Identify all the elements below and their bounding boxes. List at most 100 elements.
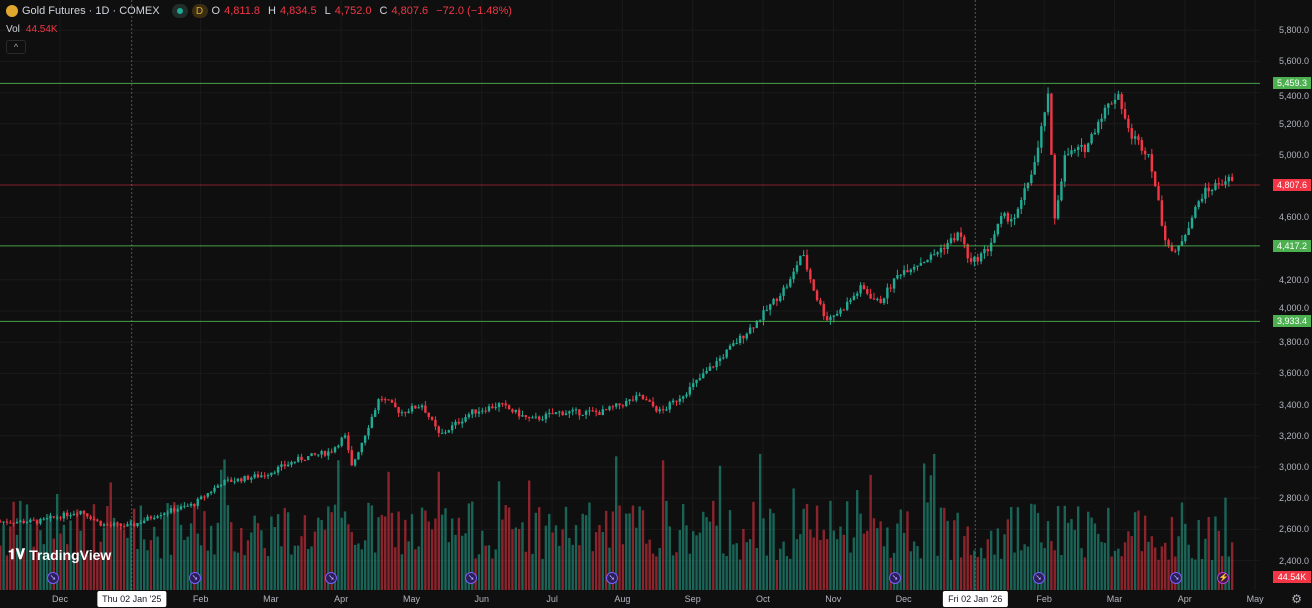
candle-body <box>52 516 56 518</box>
candle-body <box>601 409 605 416</box>
volume-bar <box>250 532 253 590</box>
volume-bar <box>926 502 929 590</box>
volume-bar <box>943 507 946 590</box>
volume-bar <box>1063 505 1066 590</box>
candle-body <box>1023 188 1026 200</box>
volume-bar <box>845 501 849 590</box>
candle-body <box>270 472 273 476</box>
candle-body <box>142 520 146 523</box>
candle-body <box>1060 181 1063 201</box>
candle-body <box>1200 198 1204 202</box>
candle-body <box>986 249 989 252</box>
candle-body <box>59 517 62 519</box>
candle-body <box>363 435 367 443</box>
dividend-event-icon[interactable]: ➘ <box>325 572 338 584</box>
volume-bar <box>193 504 196 590</box>
candle-body <box>1107 103 1110 108</box>
price-axis[interactable]: 5,800.0 5,600.0 5,400.0 5,200.0 5,000.0 4,600… <box>1260 0 1312 590</box>
crosshair-date-label: Fri 02 Jan '26 <box>943 591 1008 607</box>
candle-body <box>219 485 223 487</box>
candle-body <box>1030 174 1033 184</box>
dividend-event-icon[interactable]: ➘ <box>46 572 59 584</box>
candle-body <box>1177 245 1180 251</box>
candle-body <box>615 403 618 407</box>
lightning-event-icon[interactable]: ⚡ <box>1217 572 1230 584</box>
high-value: 4,834.5 <box>279 5 317 17</box>
candle-body <box>678 398 682 402</box>
candle-body <box>514 409 517 412</box>
time-tick: May <box>402 594 421 604</box>
candle-body <box>444 432 447 434</box>
volume-bar <box>625 513 628 590</box>
volume-bar <box>300 536 303 590</box>
dividend-event-icon[interactable]: ➘ <box>1170 572 1183 584</box>
candle-body <box>193 503 196 506</box>
price-tick: 5,800.0 <box>1278 25 1309 36</box>
volume-bar <box>1046 521 1050 590</box>
price-tick: 5,200.0 <box>1278 118 1309 129</box>
volume-bar <box>387 471 390 590</box>
volume-bar <box>363 540 367 590</box>
dividend-event-icon[interactable]: ➘ <box>889 572 902 584</box>
candle-body <box>450 425 454 431</box>
volume-bar <box>1090 517 1093 590</box>
candle-body <box>203 496 206 498</box>
candle-body <box>618 403 621 406</box>
volume-bar <box>936 555 939 590</box>
candle-body <box>307 456 310 461</box>
settings-icon[interactable]: ⚙ <box>1291 592 1302 606</box>
volume-bar <box>454 534 457 590</box>
candle-body <box>963 236 966 245</box>
volume-bar <box>511 529 514 590</box>
volume-bar <box>718 465 722 590</box>
volume-bar <box>692 531 695 590</box>
candle-body <box>236 478 240 482</box>
time-axis[interactable]: Dec Feb Mar Apr May Jun Jul Aug Sep Oct Nov Dec Feb M… <box>0 590 1312 608</box>
collapse-legend-button[interactable]: ^ <box>6 40 26 54</box>
volume-bar <box>668 526 671 590</box>
dividend-event-icon[interactable]: ➘ <box>465 572 478 584</box>
candle-body <box>280 464 283 467</box>
tradingview-logo[interactable]: 𝟏𝐕 TradingView <box>8 546 111 563</box>
volume-bar <box>203 511 206 590</box>
candle-body <box>42 518 45 520</box>
candle-body <box>1070 150 1073 155</box>
symbol-legend: Gold Futures · 1D · COMEX D O 4,811.8 H 4,… <box>6 4 516 18</box>
volume-bar <box>561 529 564 590</box>
volume-bar <box>343 511 347 590</box>
dividend-event-icon[interactable]: ➘ <box>188 572 201 584</box>
gold-coin-icon <box>6 5 18 17</box>
volume-bar <box>949 559 953 590</box>
volume-bar <box>464 533 467 590</box>
volume-bar <box>1020 550 1023 590</box>
candle-body <box>253 474 256 478</box>
candle-body <box>845 301 849 310</box>
volume-bar <box>902 532 906 590</box>
candle-body <box>1050 93 1053 155</box>
volume-bar <box>946 520 949 590</box>
volume-bar <box>240 528 243 590</box>
dividend-event-icon[interactable]: ➘ <box>1032 572 1045 584</box>
volume-bar <box>49 515 52 590</box>
candle-body <box>320 451 323 455</box>
volume-bar <box>551 532 554 590</box>
candle-body <box>213 487 216 492</box>
volume-bar <box>1140 551 1143 590</box>
volume-bar <box>594 532 598 590</box>
volume-bar <box>785 556 789 590</box>
volume-bar <box>256 523 260 590</box>
candle-body <box>230 479 233 482</box>
symbol-title[interactable]: Gold Futures · 1D · COMEX <box>22 5 160 17</box>
candle-body <box>839 309 842 314</box>
candle-body <box>132 523 136 527</box>
candle-body <box>698 378 702 380</box>
candle-body <box>477 411 481 414</box>
volume-bar <box>755 547 759 590</box>
volume-bar <box>1097 533 1100 590</box>
price-chart[interactable] <box>0 0 1260 590</box>
volume-bar <box>912 541 916 590</box>
dividend-event-icon[interactable]: ➘ <box>605 572 618 584</box>
candle-body <box>497 403 501 408</box>
candle-body <box>484 410 487 412</box>
price-tick: 5,400.0 <box>1278 91 1309 102</box>
